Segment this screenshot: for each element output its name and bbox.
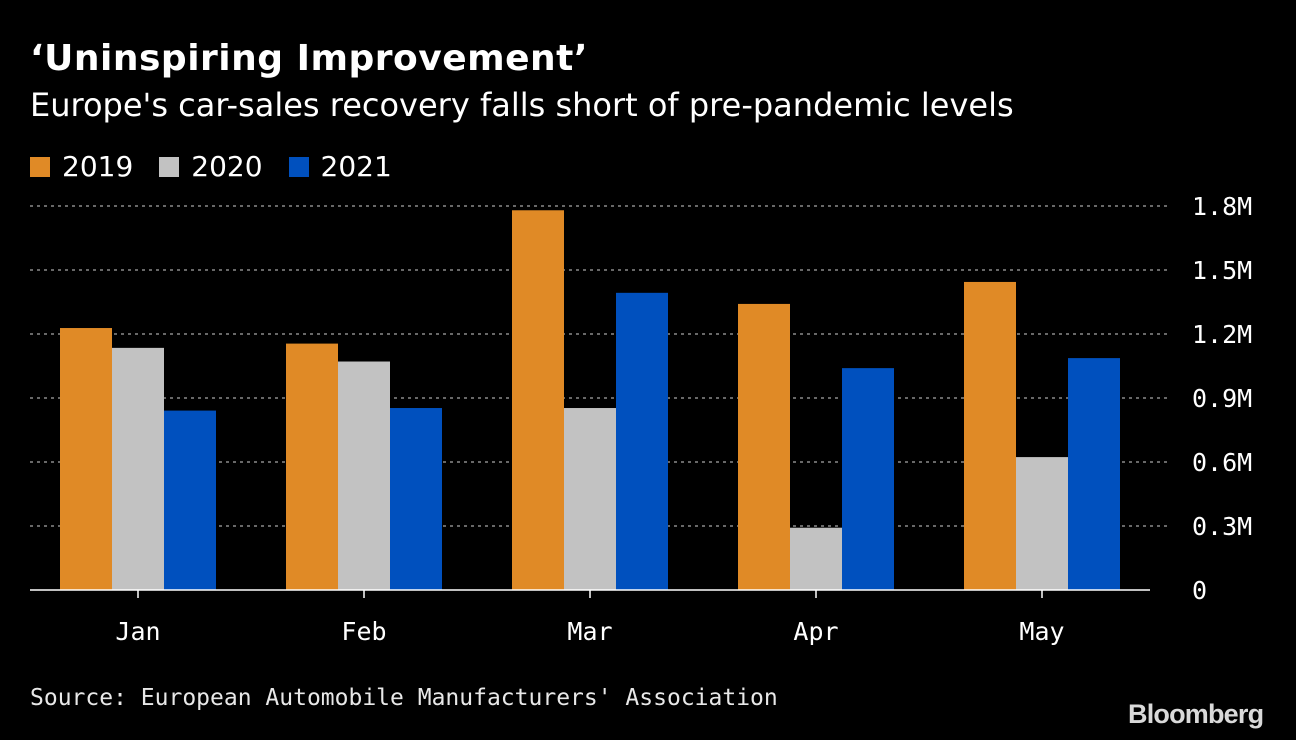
legend-item-2019: 2019 — [30, 150, 133, 183]
y-tick-label: 0.9M — [1192, 384, 1252, 413]
legend-swatch-2019 — [30, 156, 50, 177]
bar-may-2021 — [1068, 358, 1120, 590]
bar-mar-2020 — [564, 408, 616, 590]
chart-legend: 2019 2020 2021 — [30, 150, 392, 183]
legend-label-2020: 2020 — [191, 150, 263, 183]
chart-subtitle: Europe's car-sales recovery falls short … — [30, 86, 1014, 124]
chart-title: ‘Uninspiring Improvement’ — [30, 38, 589, 79]
y-tick-label: 0.3M — [1192, 512, 1252, 541]
legend-label-2021: 2021 — [320, 150, 392, 183]
x-tick-label: Feb — [341, 617, 386, 646]
bar-mar-2019 — [512, 210, 564, 590]
x-tick-label: Apr — [793, 617, 838, 646]
bar-may-2020 — [1016, 457, 1068, 590]
legend-swatch-2021 — [288, 156, 309, 177]
legend-label-2019: 2019 — [62, 150, 134, 183]
bar-feb-2021 — [390, 408, 442, 590]
legend-swatch-2020 — [159, 156, 180, 177]
x-tick-label: Mar — [567, 617, 612, 646]
x-tick-label: May — [1019, 617, 1064, 646]
y-tick-label: 1.2M — [1192, 320, 1252, 349]
bar-may-2019 — [964, 281, 1016, 590]
bar-apr-2021 — [842, 368, 894, 590]
bar-feb-2019 — [286, 343, 338, 590]
legend-item-2020: 2020 — [159, 150, 263, 183]
y-tick-label: 0.6M — [1192, 448, 1252, 477]
bar-jan-2019 — [60, 328, 112, 590]
bloomberg-logo: Bloomberg — [1128, 699, 1264, 729]
bar-mar-2021 — [616, 292, 668, 590]
x-tick-label: Jan — [115, 617, 160, 646]
bar-feb-2020 — [338, 361, 390, 590]
bar-jan-2021 — [164, 410, 216, 590]
legend-item-2021: 2021 — [288, 150, 392, 183]
y-tick-label: 1.5M — [1192, 256, 1252, 285]
y-tick-label: 1.8M — [1192, 192, 1252, 221]
source-note: Source: European Automobile Manufacturer… — [30, 685, 778, 711]
bar-apr-2019 — [738, 303, 790, 590]
y-tick-label: 0 — [1192, 576, 1207, 605]
bar-apr-2020 — [790, 527, 842, 590]
bar-jan-2020 — [112, 347, 164, 590]
